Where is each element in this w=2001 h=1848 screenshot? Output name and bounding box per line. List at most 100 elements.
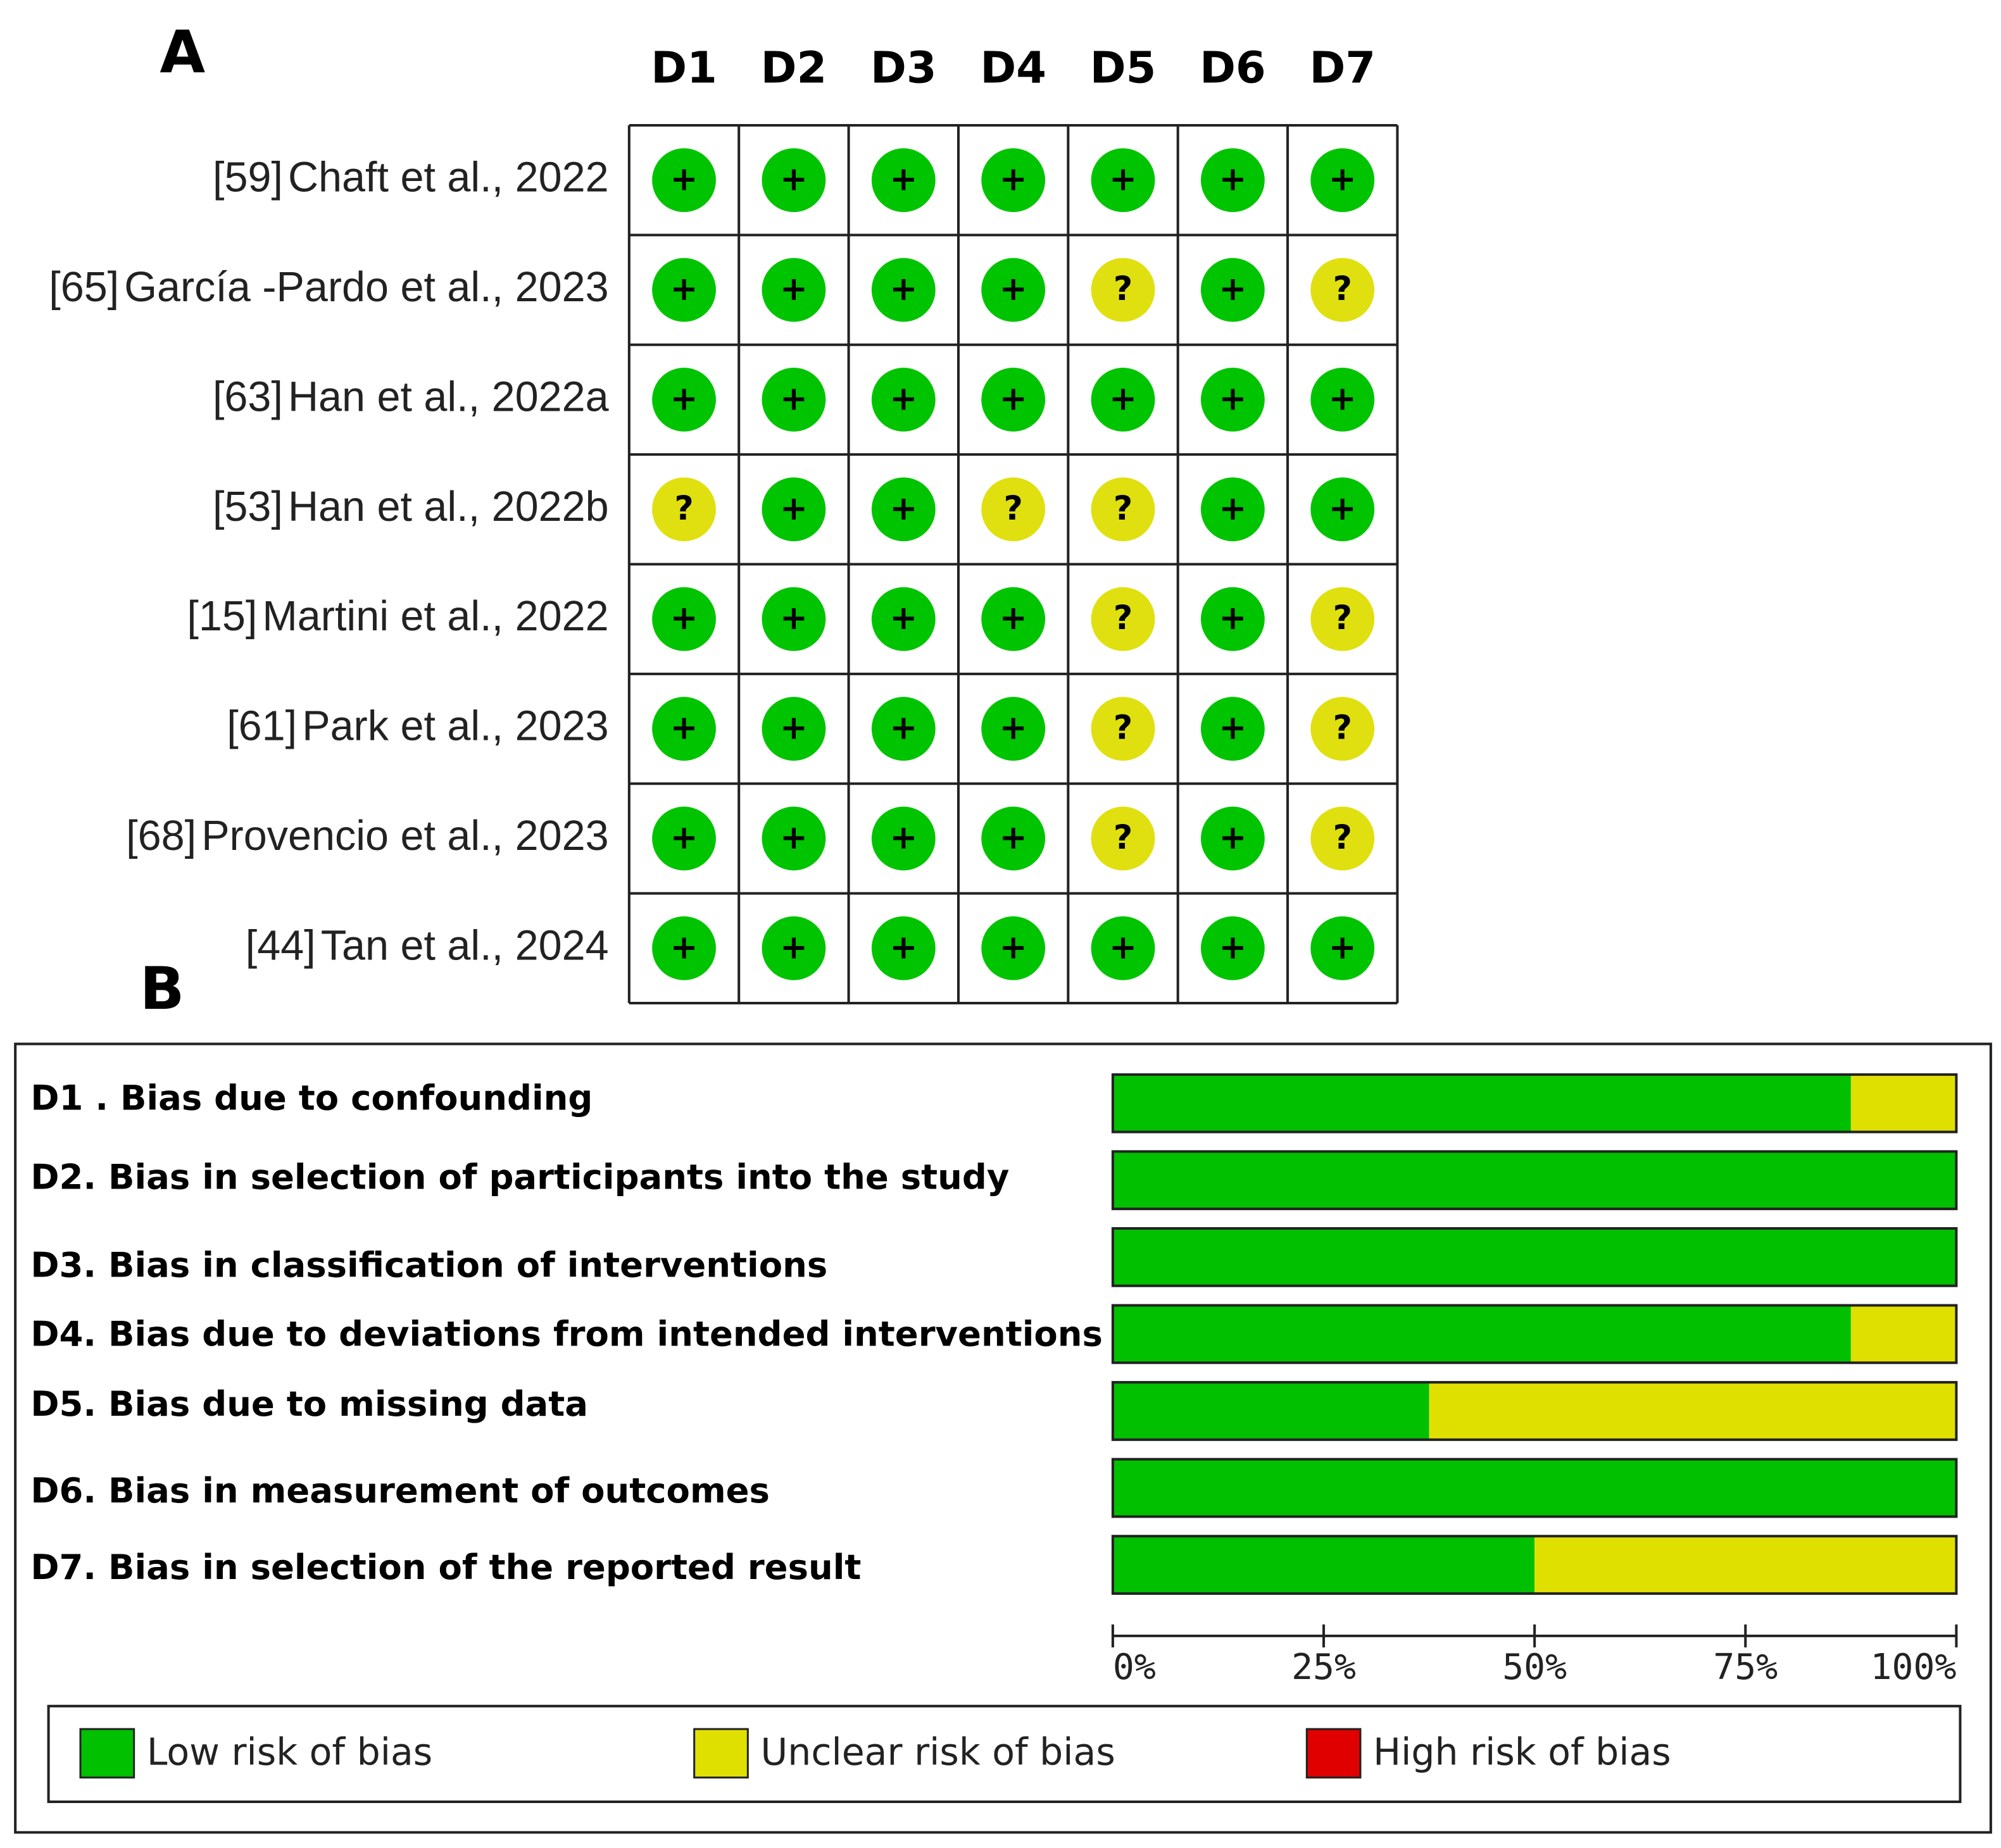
study-name: García -Pardo et al., 2023 xyxy=(124,264,608,311)
judgment-symbol: + xyxy=(1219,818,1246,857)
judgment-symbol: ? xyxy=(1113,489,1132,528)
judgment-dot xyxy=(1201,148,1265,213)
judgment-dot xyxy=(981,148,1046,213)
judgment-symbol: + xyxy=(1329,379,1357,418)
judgment-symbol: + xyxy=(780,928,808,966)
judgment-dot xyxy=(871,368,936,432)
study-name: Han et al., 2022a xyxy=(288,373,609,420)
judgment-symbol: ? xyxy=(1113,599,1132,637)
bar-segment xyxy=(1112,1151,1957,1209)
judgment-symbol: + xyxy=(780,270,808,308)
judgment-dot xyxy=(871,148,936,213)
row-label: [61] Park et al., 2023 xyxy=(227,702,608,749)
category-label: D7. Bias in selection of the reported re… xyxy=(30,1547,861,1587)
judgment-symbol: + xyxy=(889,599,917,637)
study-name: Martini et al., 2022 xyxy=(262,593,608,640)
judgment-dot xyxy=(762,148,826,213)
bar-outline xyxy=(1111,1458,1958,1518)
reference: [59] xyxy=(213,154,283,201)
judgment-symbol: ? xyxy=(1113,709,1132,747)
bar-outline xyxy=(1111,1535,1958,1595)
judgment-dot xyxy=(981,806,1046,871)
judgment-dot xyxy=(1091,697,1155,761)
judgment-symbol: ? xyxy=(674,489,693,528)
category-label: D1 . Bias due to confounding xyxy=(30,1077,593,1118)
reference: [65] xyxy=(49,264,119,311)
judgment-dot xyxy=(762,258,826,322)
judgment-dot xyxy=(1310,587,1375,651)
column-header: D4 xyxy=(980,42,1046,93)
judgment-dot xyxy=(871,806,936,871)
row-label: [68] Provencio et al., 2023 xyxy=(126,813,608,859)
judgment-symbol: + xyxy=(1219,270,1246,308)
judgment-symbol: + xyxy=(889,270,917,308)
study-name: Park et al., 2023 xyxy=(302,702,608,749)
judgment-dot xyxy=(981,477,1046,542)
study-name: Han et al., 2022b xyxy=(288,483,609,530)
judgment-dot xyxy=(762,477,826,542)
judgment-symbol: + xyxy=(1329,489,1357,528)
judgment-dot xyxy=(981,258,1046,322)
judgment-symbol: ? xyxy=(1003,489,1022,528)
judgment-symbol: + xyxy=(889,160,917,199)
judgment-dot xyxy=(1201,258,1265,322)
judgment-symbol: + xyxy=(1219,928,1246,966)
judgment-dot xyxy=(652,368,716,432)
judgment-dot xyxy=(871,916,936,980)
judgment-symbol: ? xyxy=(1333,599,1352,637)
judgment-symbol: + xyxy=(1109,928,1137,966)
study-name: Chaft et al., 2022 xyxy=(288,154,609,201)
judgment-symbol: + xyxy=(670,818,698,857)
judgment-symbol: + xyxy=(1329,928,1357,966)
judgment-symbol: + xyxy=(780,599,808,637)
judgment-dot xyxy=(871,587,936,651)
judgment-dot xyxy=(762,587,826,651)
category-label: D3. Bias in classification of interventi… xyxy=(30,1244,827,1285)
judgment-dot xyxy=(1091,368,1155,432)
judgment-dot xyxy=(1310,477,1375,542)
reference: [63] xyxy=(213,373,283,420)
judgment-symbol: ? xyxy=(1113,818,1132,857)
column-header: D6 xyxy=(1200,42,1266,93)
legend-label: Low risk of bias xyxy=(147,1730,432,1773)
judgment-dot xyxy=(1310,258,1375,322)
judgment-symbol: + xyxy=(780,818,808,857)
judgment-symbol: + xyxy=(670,270,698,308)
judgment-symbol: + xyxy=(670,379,698,418)
judgment-dot xyxy=(981,368,1046,432)
judgment-dot xyxy=(652,148,716,213)
reference: [61] xyxy=(227,702,297,749)
judgment-dot xyxy=(762,697,826,761)
judgment-dot xyxy=(1091,148,1155,213)
judgment-dot xyxy=(1091,806,1155,871)
category-label: D4. Bias due to deviations from intended… xyxy=(30,1313,1103,1354)
bar-segment xyxy=(1534,1536,1957,1594)
bar-segment xyxy=(1850,1074,1957,1132)
judgment-dot xyxy=(652,587,716,651)
reference: [53] xyxy=(213,483,283,530)
judgment-dot xyxy=(1310,148,1375,213)
legend-label: Unclear risk of bias xyxy=(761,1730,1115,1773)
column-header: D5 xyxy=(1090,42,1157,93)
panel-frame xyxy=(14,1042,1992,1834)
legend-swatch xyxy=(79,1728,135,1779)
judgment-symbol: + xyxy=(889,928,917,966)
bar-segment xyxy=(1429,1382,1957,1440)
judgment-symbol: + xyxy=(1000,709,1027,747)
judgment-symbol: + xyxy=(1000,270,1027,308)
row-label: [63] Han et al., 2022a xyxy=(213,373,609,420)
judgment-symbol: + xyxy=(889,709,917,747)
bar-outline xyxy=(1111,1073,1958,1133)
judgment-symbol: ? xyxy=(1333,818,1352,857)
bar-segment xyxy=(1112,1382,1429,1440)
judgment-dot xyxy=(981,697,1046,761)
x-tick-label: 0% xyxy=(1113,1647,1156,1688)
judgment-dot xyxy=(1201,697,1265,761)
judgment-dot xyxy=(762,806,826,871)
judgment-symbol: + xyxy=(1329,160,1357,199)
judgment-symbol: + xyxy=(1000,818,1027,857)
judgment-symbol: + xyxy=(780,160,808,199)
judgment-dot xyxy=(1310,806,1375,871)
judgment-dot xyxy=(1201,916,1265,980)
